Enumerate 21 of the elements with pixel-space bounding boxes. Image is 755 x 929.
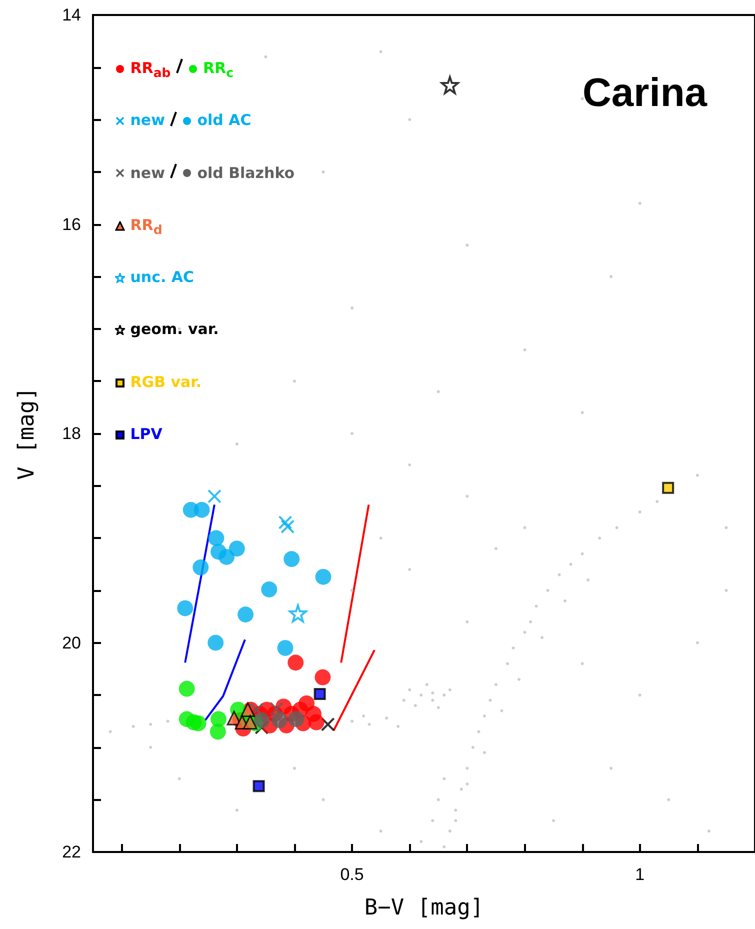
legend-label: unc. AC [130,268,194,286]
x-axis-title: B−V [mag] [364,896,484,920]
text: Carina [582,71,708,115]
x-tick-label: 1 [635,865,645,884]
legend-label: old AC [197,111,252,130]
x-tick-label: 0.5 [340,865,364,884]
y-tick-label: 14 [62,6,81,24]
legend-label: RR$_{d}$ [130,216,162,237]
legend-label: new [130,164,165,182]
y-tick-label: 20 [62,633,81,652]
legend-label: RGB var. [130,372,202,391]
y-tick-label: 16 [62,214,81,234]
y-tick-label: 22 [62,842,81,862]
legend-label: LPV [130,425,162,444]
y-axis-title: V [mag] [14,387,40,480]
legend-label: old Blazhko [197,164,295,182]
legend-label: RR$_{ab}$ [130,59,171,80]
legend-label: new [130,111,165,130]
y-tick-label: 18 [62,424,81,443]
legend-label: RR$_{c}$ [202,59,234,80]
legend-label: geom. var. [130,320,219,338]
